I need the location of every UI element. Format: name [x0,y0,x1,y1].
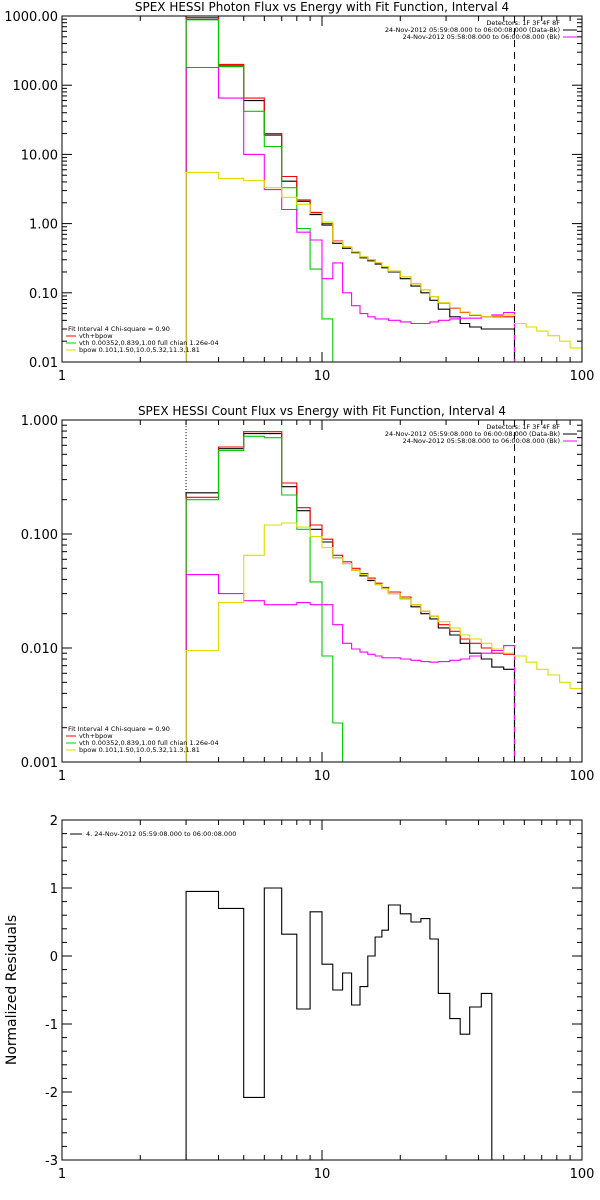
x-tick-label: 1 [58,369,66,384]
info-line: Detectors: 1F 3F 4F 8F [486,19,560,27]
series-vth-line [185,19,352,362]
data-layer [185,420,582,762]
info-line: Detectors: 1F 3F 4F 8F [486,423,560,431]
legend-entry: vth+bpow [79,732,113,740]
y-tick-label: 0 [50,950,58,965]
y-tick-label: 0.010 [21,642,58,657]
series-data-line [185,887,493,1160]
legend-entry: vth 0.00352,0.839,1.00 full chian 1.26e-… [79,739,219,747]
x-ticks [61,820,583,1160]
series-bpow-line [185,522,582,762]
y-tick-label: 0.100 [21,528,58,543]
y-tick-label: 0.10 [29,287,58,302]
panel-3: 1 10 100 -3 -2 -1 0 1 2 Normalized Residuals 4. 24… [4,814,594,1182]
x-tick-label: 100 [570,369,595,384]
x-tick-label: 100 [570,1167,595,1182]
x-tick-label: 1 [58,769,66,784]
series-bpow-line [185,171,582,362]
panel-1: SPEX HESSI Photon Flux vs Energy with Fi… [4,0,594,384]
plot-frame [61,15,583,363]
data-layer [185,887,493,1160]
y-tick-label: 1.000 [21,414,58,429]
x-tick-label: 10 [314,369,331,384]
y-tick-label: 2 [50,814,58,829]
chart-title: SPEX HESSI Photon Flux vs Energy with Fi… [135,0,509,14]
legend-entry: Fit Interval 4 Chi-square = 0.90 [68,725,170,733]
y-tick-label: 1.00 [29,218,58,233]
info-line: 24-Nov-2012 05:58:08.000 to 06:00:08.000… [403,437,560,445]
info-line: 24-Nov-2012 05:59:08.000 to 06:00:08.000… [385,26,560,34]
series-background-line [185,574,516,762]
y-tick-label: -3 [45,1154,58,1169]
legend-entry: 4. 24-Nov-2012 05:59:08.000 to 06:00:08.… [86,830,236,838]
panel-2: SPEX HESSI Count Flux vs Energy with Fit… [21,404,595,784]
legend-entry: bpow 0.101,1.50,10.0,5.32,11.3,1.81 [79,346,200,354]
x-tick-label: 100 [570,769,595,784]
series-data-line [185,433,516,762]
series-total-line [185,431,516,762]
y-tick-label: -2 [45,1086,58,1101]
plot-frame [61,419,583,763]
y-tick-label: 100.00 [13,79,59,94]
info-line: 24-Nov-2012 05:59:08.000 to 06:00:08.000… [385,430,560,438]
legend-entry: vth 0.00352,0.839,1.00 full chian 1.26e-… [79,339,219,347]
x-tick-label: 10 [314,769,331,784]
legend: Fit Interval 4 Chi-square = 0.90vth+bpow… [66,725,219,754]
y-tick-label: 1 [50,882,58,897]
legend: 4. 24-Nov-2012 05:59:08.000 to 06:00:08.… [70,830,236,838]
y-tick-label: 0.01 [29,356,58,371]
info-line: 24-Nov-2012 05:58:08.000 to 06:00:08.000… [403,33,560,41]
legend-entry: bpow 0.101,1.50,10.0,5.32,11.3,1.81 [79,746,200,754]
y-tick-label: 0.001 [21,756,58,771]
y-ticks [62,819,582,1161]
chart-title: SPEX HESSI Count Flux vs Energy with Fit… [138,404,506,418]
plot-frame [61,819,583,1161]
y-tick-label: 10.00 [21,148,58,163]
series-total-line [185,16,516,362]
y-tick-label: 1000.00 [4,10,58,25]
data-layer [185,16,582,362]
y-axis-label: Normalized Residuals [4,915,20,1065]
legend-entry: Fit Interval 4 Chi-square = 0.90 [68,325,170,333]
y-tick-label: -1 [45,1018,58,1033]
legend: Fit Interval 4 Chi-square = 0.90vth+bpow… [66,325,219,354]
series-vth-line [185,435,352,762]
x-tick-label: 1 [58,1167,66,1182]
series-background-line [185,66,516,362]
legend-entry: vth+bpow [79,332,113,340]
x-tick-label: 10 [314,1167,331,1182]
series-data-line [185,18,516,362]
